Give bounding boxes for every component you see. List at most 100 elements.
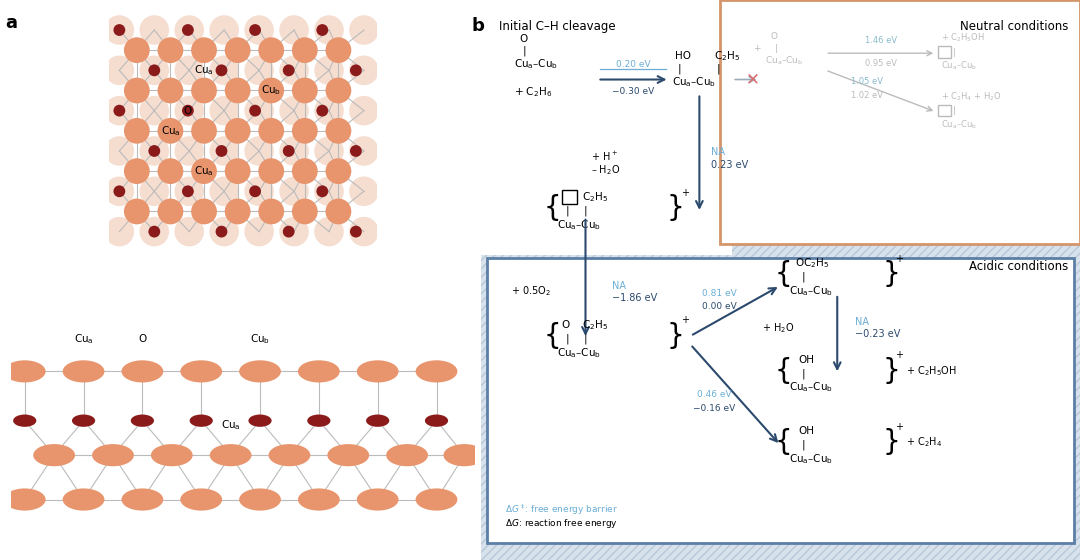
Circle shape (258, 199, 284, 225)
Circle shape (249, 185, 261, 197)
Text: 0.95 eV: 0.95 eV (865, 59, 897, 68)
Circle shape (280, 176, 309, 206)
Circle shape (225, 158, 251, 184)
Circle shape (366, 414, 389, 427)
Text: −1.86 eV: −1.86 eV (612, 293, 658, 304)
Text: Cu$_\mathregular{b}$: Cu$_\mathregular{b}$ (261, 83, 281, 97)
Text: NA: NA (855, 317, 869, 327)
Circle shape (105, 136, 134, 166)
Circle shape (124, 199, 150, 225)
Circle shape (349, 217, 379, 246)
Text: +: + (895, 350, 903, 360)
Text: Cu$_\mathregular{a}$–Cu$_\mathregular{b}$: Cu$_\mathregular{a}$–Cu$_\mathregular{b}… (673, 76, 716, 89)
Circle shape (280, 217, 309, 246)
Text: }: } (882, 428, 900, 456)
Circle shape (258, 38, 284, 63)
Circle shape (175, 176, 204, 206)
Text: |: | (583, 206, 588, 216)
Text: Initial C–H cleavage: Initial C–H cleavage (499, 20, 616, 32)
Circle shape (210, 444, 252, 466)
Text: |: | (583, 334, 588, 344)
Circle shape (183, 24, 193, 36)
Circle shape (325, 199, 351, 225)
Circle shape (244, 55, 274, 85)
Circle shape (314, 136, 343, 166)
Circle shape (139, 55, 170, 85)
Circle shape (349, 176, 379, 206)
Text: Acidic conditions: Acidic conditions (969, 260, 1068, 273)
Circle shape (175, 96, 204, 125)
Circle shape (139, 176, 170, 206)
Circle shape (325, 118, 351, 144)
Circle shape (280, 96, 309, 125)
Text: O: O (562, 320, 570, 330)
Circle shape (105, 55, 134, 85)
Circle shape (158, 78, 184, 104)
Text: {: { (774, 428, 792, 456)
Circle shape (139, 96, 170, 125)
Text: + C$_\mathregular{2}$H$_\mathregular{5}$OH: + C$_\mathregular{2}$H$_\mathregular{5}$… (906, 364, 957, 377)
Text: OC$_\mathregular{2}$H$_\mathregular{5}$: OC$_\mathregular{2}$H$_\mathregular{5}$ (795, 256, 829, 270)
Circle shape (191, 118, 217, 144)
Text: OH: OH (798, 426, 814, 436)
Text: C$_\mathregular{2}$H$_\mathregular{5}$: C$_\mathregular{2}$H$_\mathregular{5}$ (582, 318, 609, 332)
Text: Cu$_\mathregular{a}$: Cu$_\mathregular{a}$ (73, 333, 93, 346)
Text: |: | (677, 63, 680, 73)
Circle shape (258, 78, 284, 104)
Circle shape (292, 78, 318, 104)
Circle shape (121, 488, 163, 511)
Circle shape (139, 136, 170, 166)
Circle shape (387, 444, 428, 466)
Circle shape (190, 414, 213, 427)
Circle shape (72, 414, 95, 427)
Circle shape (349, 96, 379, 125)
Circle shape (444, 444, 485, 466)
Text: C$_\mathregular{2}$H$_\mathregular{5}$: C$_\mathregular{2}$H$_\mathregular{5}$ (714, 49, 741, 63)
Circle shape (314, 15, 343, 45)
Circle shape (269, 444, 310, 466)
Text: {: { (774, 357, 792, 385)
Circle shape (105, 15, 134, 45)
Circle shape (210, 176, 239, 206)
Circle shape (283, 145, 295, 157)
Circle shape (283, 64, 295, 76)
Text: {: { (774, 260, 792, 288)
Circle shape (158, 199, 184, 225)
Text: + H$^+$: + H$^+$ (592, 150, 619, 164)
Text: |: | (953, 106, 956, 115)
Bar (937, 46, 951, 58)
Text: $\Delta G^\ddagger$: free energy barrier: $\Delta G^\ddagger$: free energy barrier (504, 502, 618, 517)
Circle shape (175, 136, 204, 166)
Text: + C$_\mathregular{2}$H$_\mathregular{6}$: + C$_\mathregular{2}$H$_\mathregular{6}$ (514, 86, 552, 99)
Circle shape (183, 105, 193, 116)
Circle shape (216, 145, 228, 157)
Circle shape (350, 145, 362, 157)
Text: Cu$_\mathregular{a}$–Cu$_\mathregular{b}$: Cu$_\mathregular{a}$–Cu$_\mathregular{b}… (789, 284, 834, 298)
Text: |: | (566, 206, 569, 216)
Circle shape (124, 78, 150, 104)
Text: }: } (882, 357, 900, 385)
Circle shape (210, 96, 239, 125)
Text: |: | (523, 45, 526, 55)
Circle shape (298, 360, 340, 382)
Text: }: } (666, 194, 685, 222)
Text: NA: NA (612, 281, 626, 291)
Circle shape (210, 136, 239, 166)
Text: OH: OH (798, 354, 814, 365)
Text: Neutral conditions: Neutral conditions (960, 20, 1068, 32)
Circle shape (191, 158, 217, 184)
Text: }: } (882, 260, 900, 288)
Text: +: + (895, 422, 903, 432)
Circle shape (244, 96, 274, 125)
Circle shape (244, 136, 274, 166)
Text: |: | (716, 63, 719, 73)
Bar (937, 105, 951, 116)
Text: 0.00 eV: 0.00 eV (702, 302, 737, 311)
Circle shape (33, 444, 75, 466)
Circle shape (124, 38, 150, 63)
Circle shape (349, 15, 379, 45)
Circle shape (175, 15, 204, 45)
Circle shape (244, 217, 274, 246)
Text: O: O (138, 334, 147, 344)
Circle shape (131, 414, 154, 427)
